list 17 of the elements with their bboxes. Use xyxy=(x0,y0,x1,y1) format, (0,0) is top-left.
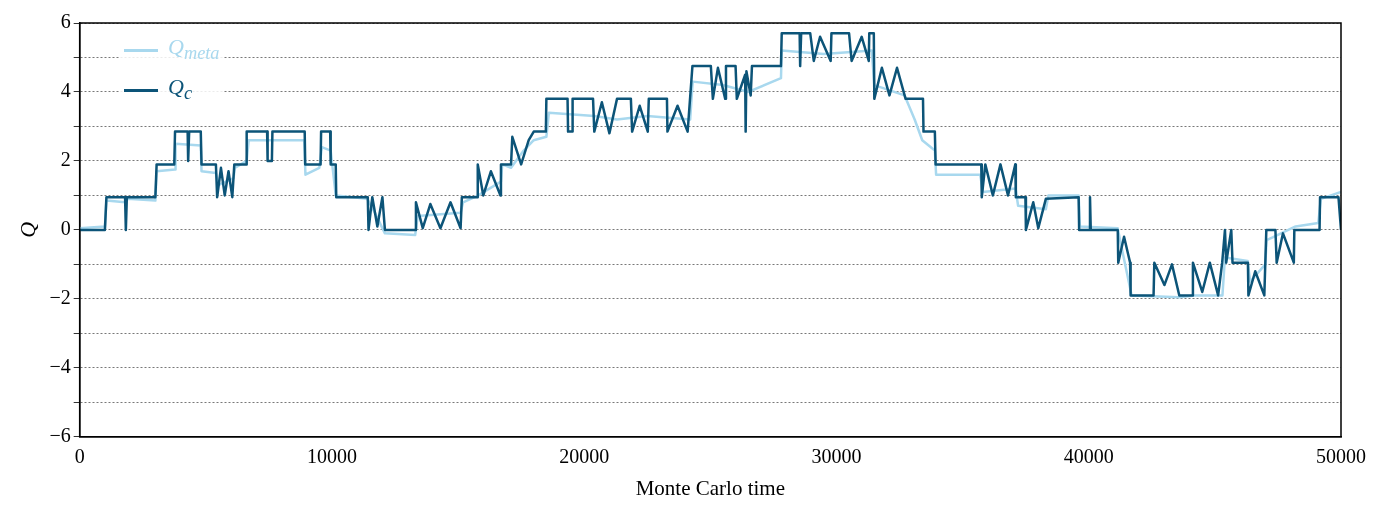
y-tick-label: 2 xyxy=(60,148,71,171)
y-tick-label: 6 xyxy=(60,10,71,33)
y-tick-label: 4 xyxy=(60,79,71,102)
x-tick-label: 40000 xyxy=(1063,445,1114,468)
y-tick-label: −6 xyxy=(49,424,71,447)
x-tick-label: 10000 xyxy=(306,445,357,468)
x-tick-label: 0 xyxy=(74,445,85,468)
x-tick-label: 30000 xyxy=(811,445,862,468)
y-axis-title: Q xyxy=(14,221,40,238)
legend-label: Q$_{meta}$ xyxy=(168,33,220,66)
y-tick-label: 0 xyxy=(60,217,71,240)
x-tick-label: 50000 xyxy=(1316,445,1366,468)
x-axis-title: Monte Carlo time xyxy=(635,475,785,500)
y-tick-label: −2 xyxy=(49,286,71,309)
x-tick-label: 20000 xyxy=(559,445,610,468)
y-tick-label: −4 xyxy=(49,355,71,378)
legend-label: Q$_{c}$ xyxy=(168,73,193,106)
